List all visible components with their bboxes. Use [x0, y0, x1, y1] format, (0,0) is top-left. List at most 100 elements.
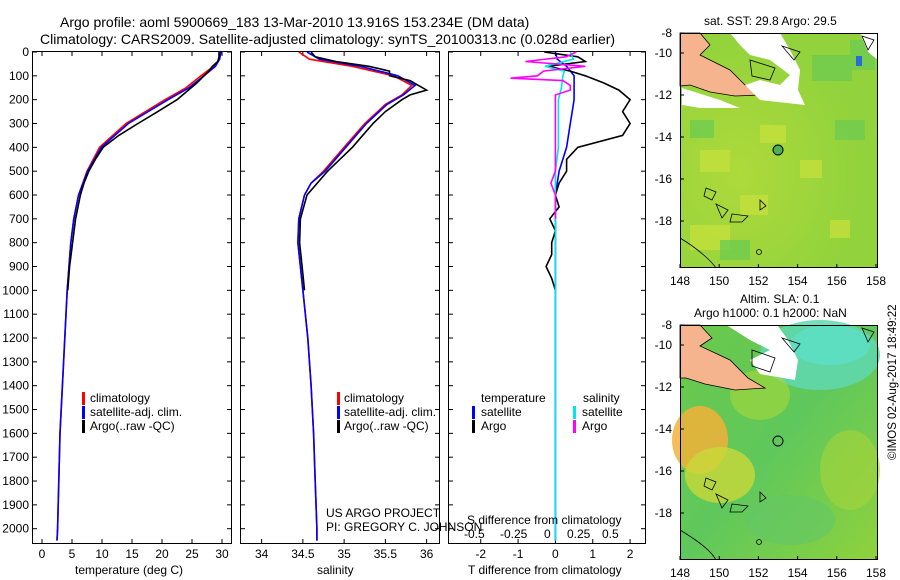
- sla-map: 148 150 152 154 156 158 -8 -10 -12 -14 -16 -18: [655, 318, 887, 580]
- x-tick-label: 35: [337, 547, 351, 561]
- temp-x-axis: 0 5 10 15 20 25 30: [39, 52, 229, 561]
- s-tick: -0.25: [500, 527, 528, 541]
- map-y-tick-label: -14: [655, 422, 673, 436]
- sal-plot-frame: [240, 51, 440, 544]
- series-line-argo-raw-qc-: [67, 52, 220, 291]
- map-y-tick-label: -8: [661, 318, 672, 332]
- map-x-tick-label: 152: [748, 274, 768, 288]
- x-tick-label: 35.5: [374, 547, 398, 561]
- x-tick-label: 1: [589, 547, 596, 561]
- map-x-tick-label: 152: [748, 566, 768, 580]
- map-x-tick-label: 150: [709, 274, 729, 288]
- depth-tick-label: 300: [9, 117, 29, 131]
- x-tick-label: 15: [125, 547, 139, 561]
- depth-tick-label: 200: [9, 93, 29, 107]
- x-tick-label: 5: [69, 547, 76, 561]
- reefs: [703, 477, 767, 513]
- sal-legend-argo: Argo(..raw -QC): [344, 419, 429, 433]
- map-y-tick-label: -14: [655, 130, 673, 144]
- map-y-tick-label: -18: [655, 214, 673, 228]
- sal-xlabel: salinity: [317, 563, 354, 577]
- legend-swatch-sat: [82, 406, 85, 419]
- series-line-salinity-satellite: [544, 51, 575, 541]
- depth-tick-label: 400: [9, 140, 29, 154]
- diff-plot-frame: [448, 51, 646, 544]
- sal-lines: [297, 51, 429, 541]
- map-y-tick-label: -16: [655, 464, 673, 478]
- temp-lines: [56, 51, 222, 541]
- map-y-tick-label: -16: [655, 172, 673, 186]
- x-tick-label: 25: [185, 547, 199, 561]
- map-y-tick-label: -10: [655, 46, 673, 60]
- map-y-tick-label: -10: [655, 338, 673, 352]
- depth-tick-label: 1800: [2, 474, 29, 488]
- temp-plot-frame: [32, 51, 232, 544]
- s-tick: -0.5: [464, 527, 485, 541]
- legend-swatch-argo: [337, 420, 340, 433]
- s-tick: 0: [544, 527, 551, 541]
- imos-stamp: ©IMOS 02-Aug-2017 18:49:22: [887, 304, 899, 460]
- x-tick-label: 36: [420, 547, 434, 561]
- depth-tick-label: 1300: [2, 355, 29, 369]
- land-png: [679, 324, 767, 391]
- map-x-tick-label: 158: [866, 274, 886, 288]
- title-line-2: Climatology: CARS2009. Satellite-adjuste…: [40, 31, 616, 47]
- map-frame: [680, 33, 878, 268]
- sal-x-axis: 34 34.5 35 35.5 36: [255, 52, 434, 561]
- depth-tick-label: 600: [9, 188, 29, 202]
- map-x-tick-label: 148: [670, 274, 690, 288]
- depth-tick-label: 1500: [2, 403, 29, 417]
- map-x-tick-label: 156: [827, 566, 847, 580]
- depth-tick-label: 1100: [3, 307, 29, 321]
- depth-tick-label: 1000: [2, 283, 29, 297]
- legend-swatch-s-sat: [573, 406, 576, 419]
- credit-pi: PI: GREGORY C. JOHNSON: [326, 520, 483, 534]
- legend-swatch-clim: [82, 392, 85, 405]
- s-diff-label: S difference from climatology: [467, 513, 622, 527]
- depth-tick-label: 100: [9, 69, 29, 83]
- x-tick-label: 0: [39, 547, 46, 561]
- temp-legend-argo: Argo(..raw -QC): [90, 419, 175, 433]
- x-tick-label: -2: [475, 547, 486, 561]
- diff-legend-temp-head: temperature: [481, 391, 546, 405]
- diff-lines: [510, 51, 632, 541]
- sal-legend-clim: climatology: [344, 391, 405, 405]
- depth-tick-label: 900: [9, 260, 29, 274]
- map-x-tick-label: 154: [788, 566, 808, 580]
- reefs: [703, 187, 767, 223]
- legend-swatch-s-argo: [573, 420, 576, 433]
- depth-tick-label: 500: [9, 164, 29, 178]
- depth-tick-label: 800: [9, 236, 29, 250]
- temp-xlabel: temperature (deg C): [75, 563, 184, 577]
- legend-swatch-t-argo: [472, 420, 475, 433]
- legend-swatch-argo: [82, 420, 85, 433]
- diff-legend-s-argo: Argo: [582, 419, 608, 433]
- map-bottom-title-1: Altim. SLA: 0.1: [740, 292, 820, 306]
- map-top-title: sat. SST: 29.8 Argo: 29.5: [704, 14, 837, 28]
- profile-location-marker: [772, 144, 784, 156]
- s-tick: 0.25: [567, 527, 591, 541]
- diff-legend-t-argo: Argo: [481, 419, 507, 433]
- legend-swatch-sat: [337, 406, 340, 419]
- x-tick-label: 30: [215, 547, 229, 561]
- map-bottom-title-2: Argo h1000: 0.1 h2000: NaN: [694, 306, 847, 320]
- x-tick-label: 2: [627, 547, 634, 561]
- x-tick-label: 34: [255, 547, 269, 561]
- profile-location-marker: [772, 435, 784, 447]
- depth-tick-label: 1700: [2, 450, 29, 464]
- series-line-satellite-adj-clim-: [297, 51, 417, 541]
- t-diff-label: T difference from climatology: [468, 563, 622, 577]
- depth-tick-label: 1900: [2, 498, 29, 512]
- depth-tick-label: 700: [9, 212, 29, 226]
- diff-legend-t-sat: satellite: [481, 405, 522, 419]
- map-x-tick-label: 150: [709, 566, 729, 580]
- map-x-tick-label: 158: [866, 566, 886, 580]
- diff-legend-s-sat: satellite: [582, 405, 623, 419]
- x-tick-label: 0: [552, 547, 559, 561]
- sst-cold-spot: [856, 56, 862, 66]
- temp-legend-sat: satellite-adj. clim.: [90, 405, 183, 419]
- series-line-salinity-argo: [510, 51, 586, 219]
- map-y-tick-label: -8: [661, 26, 672, 40]
- series-line-temperature-argo: [544, 51, 632, 291]
